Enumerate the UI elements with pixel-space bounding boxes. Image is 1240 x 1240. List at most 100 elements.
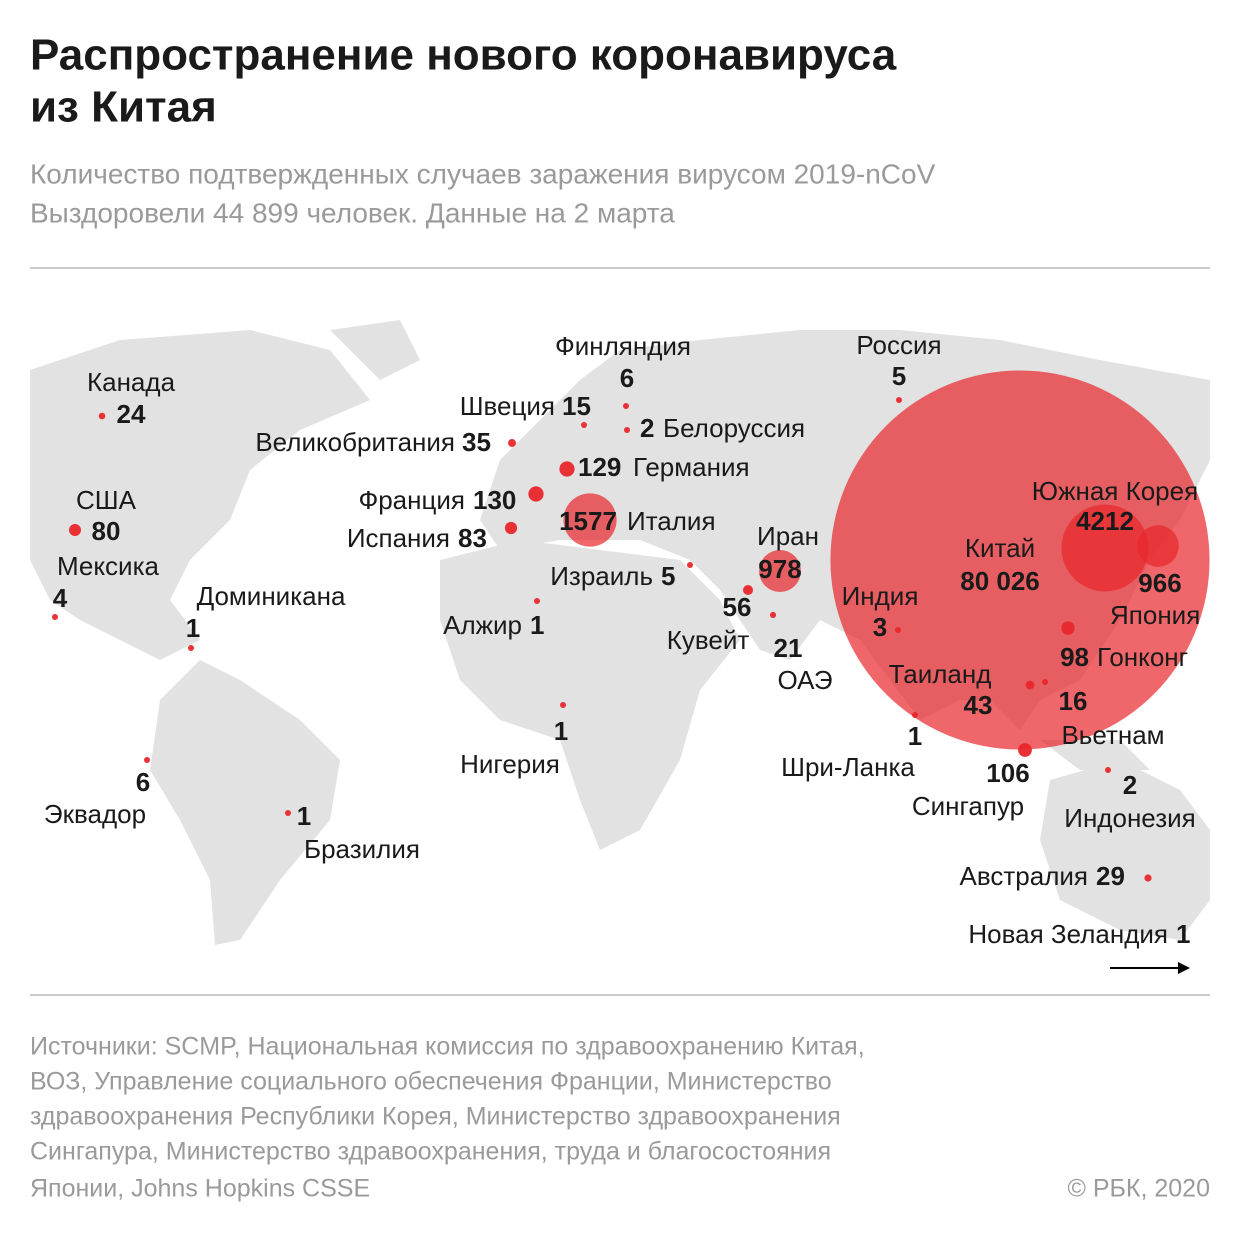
country-name: Кувейт bbox=[667, 625, 750, 655]
sources: Японии, Johns Hopkins CSSE bbox=[30, 1175, 370, 1203]
case-count: 21 bbox=[774, 633, 803, 663]
country-name: Иран bbox=[757, 521, 819, 551]
case-count: 1 bbox=[297, 801, 311, 831]
case-count: 80 026 bbox=[960, 566, 1040, 596]
case-bubble bbox=[1042, 679, 1048, 685]
country-name: Россия bbox=[856, 330, 941, 360]
country-name: Израиль bbox=[550, 561, 653, 591]
case-count: 129 bbox=[578, 452, 621, 482]
sources: Источники: SCMP, Национальная комиссия п… bbox=[30, 1033, 865, 1061]
case-count: 35 bbox=[462, 427, 491, 457]
country-name: Германия bbox=[633, 452, 750, 482]
case-bubble bbox=[742, 584, 754, 596]
case-bubble bbox=[560, 702, 566, 708]
sources: Сингапура, Министерство здравоохранения,… bbox=[30, 1138, 831, 1166]
case-count: 16 bbox=[1059, 686, 1088, 716]
case-bubble bbox=[52, 614, 58, 620]
case-count: 80 bbox=[92, 516, 121, 546]
case-count: 4 bbox=[53, 583, 68, 613]
title: Распространение нового коронавируса bbox=[30, 31, 897, 80]
case-bubble bbox=[624, 427, 630, 433]
case-count: 2 bbox=[640, 413, 654, 443]
case-count: 130 bbox=[473, 485, 516, 515]
case-count: 1 bbox=[908, 721, 922, 751]
case-bubble bbox=[769, 611, 777, 619]
case-count: 15 bbox=[562, 391, 591, 421]
case-bubble bbox=[98, 412, 106, 420]
case-count: 6 bbox=[136, 767, 150, 797]
country-name: Эквадор bbox=[44, 799, 146, 829]
case-bubble bbox=[895, 627, 901, 633]
case-count: 1 bbox=[186, 613, 200, 643]
case-bubble bbox=[581, 422, 587, 428]
country-name: Канада bbox=[87, 367, 176, 397]
case-bubble bbox=[563, 493, 617, 547]
case-count: 83 bbox=[458, 523, 487, 553]
case-bubble bbox=[1137, 525, 1179, 567]
country-name: Индонезия bbox=[1064, 803, 1195, 833]
case-count: 6 bbox=[620, 363, 634, 393]
case-count: 3 bbox=[873, 612, 887, 642]
case-bubble bbox=[1061, 621, 1075, 635]
sources: ВОЗ, Управление социального обеспечения … bbox=[30, 1068, 832, 1096]
case-bubble bbox=[508, 439, 516, 447]
country-name: Финляндия bbox=[555, 331, 691, 361]
case-bubble bbox=[759, 550, 801, 592]
case-bubble bbox=[830, 370, 1210, 750]
subtitle: Количество подтвержденных случаев зараже… bbox=[30, 158, 936, 189]
case-bubble bbox=[1018, 743, 1032, 757]
case-count: 4212 bbox=[1076, 506, 1134, 536]
copyright: © РБК, 2020 bbox=[1067, 1175, 1210, 1203]
country-name: Шри-Ланка bbox=[781, 752, 915, 782]
country-name: Таиланд bbox=[889, 659, 992, 689]
case-count: 29 bbox=[1096, 861, 1125, 891]
case-count: 1 bbox=[1176, 919, 1190, 949]
country-name: Япония bbox=[1110, 600, 1200, 630]
case-count: 2 bbox=[1123, 770, 1137, 800]
case-bubble bbox=[144, 757, 150, 763]
country-name: Великобритания bbox=[255, 427, 455, 457]
case-bubble bbox=[69, 524, 81, 536]
case-count: 98 bbox=[1060, 642, 1089, 672]
case-bubble bbox=[285, 810, 291, 816]
country-name: Гонконг bbox=[1097, 642, 1188, 672]
country-name: Франция bbox=[358, 485, 465, 515]
case-bubble bbox=[534, 598, 540, 604]
country-name: Новая Зеландия bbox=[968, 919, 1168, 949]
country-name: Южная Корея bbox=[1032, 476, 1198, 506]
case-count: 1 bbox=[554, 716, 568, 746]
case-bubble bbox=[1061, 504, 1149, 592]
country-name: Доминикана bbox=[197, 581, 346, 611]
country-name: Белоруссия bbox=[663, 413, 805, 443]
country-name: Испания bbox=[347, 523, 450, 553]
country-name: Австралия bbox=[960, 861, 1088, 891]
country-name: Нигерия bbox=[460, 749, 560, 779]
case-bubble bbox=[623, 403, 629, 409]
case-count: 43 bbox=[964, 690, 993, 720]
case-count: 56 bbox=[723, 592, 752, 622]
country-name: ОАЭ bbox=[777, 665, 832, 695]
case-count: 5 bbox=[661, 561, 675, 591]
country-name: Индия bbox=[842, 581, 919, 611]
country-name: Швеция bbox=[460, 391, 555, 421]
case-count: 978 bbox=[758, 554, 801, 584]
case-bubble bbox=[188, 645, 194, 651]
case-count: 106 bbox=[986, 758, 1029, 788]
country-name: Вьетнам bbox=[1061, 720, 1164, 750]
case-count: 24 bbox=[117, 399, 146, 429]
case-bubble bbox=[559, 461, 575, 477]
country-name: Мексика bbox=[57, 551, 160, 581]
case-count: 966 bbox=[1138, 568, 1181, 598]
case-bubble bbox=[1144, 874, 1152, 882]
case-bubble bbox=[1105, 767, 1111, 773]
case-bubble bbox=[504, 521, 518, 535]
case-bubble bbox=[528, 486, 544, 502]
arrow-head bbox=[1178, 962, 1190, 974]
case-bubble bbox=[896, 397, 902, 403]
case-count: 1577 bbox=[559, 506, 617, 536]
sources: здравоохранения Республики Корея, Минист… bbox=[30, 1103, 841, 1131]
case-bubble bbox=[1025, 680, 1035, 690]
country-name: Бразилия bbox=[304, 834, 420, 864]
country-name: Китай bbox=[965, 533, 1035, 563]
